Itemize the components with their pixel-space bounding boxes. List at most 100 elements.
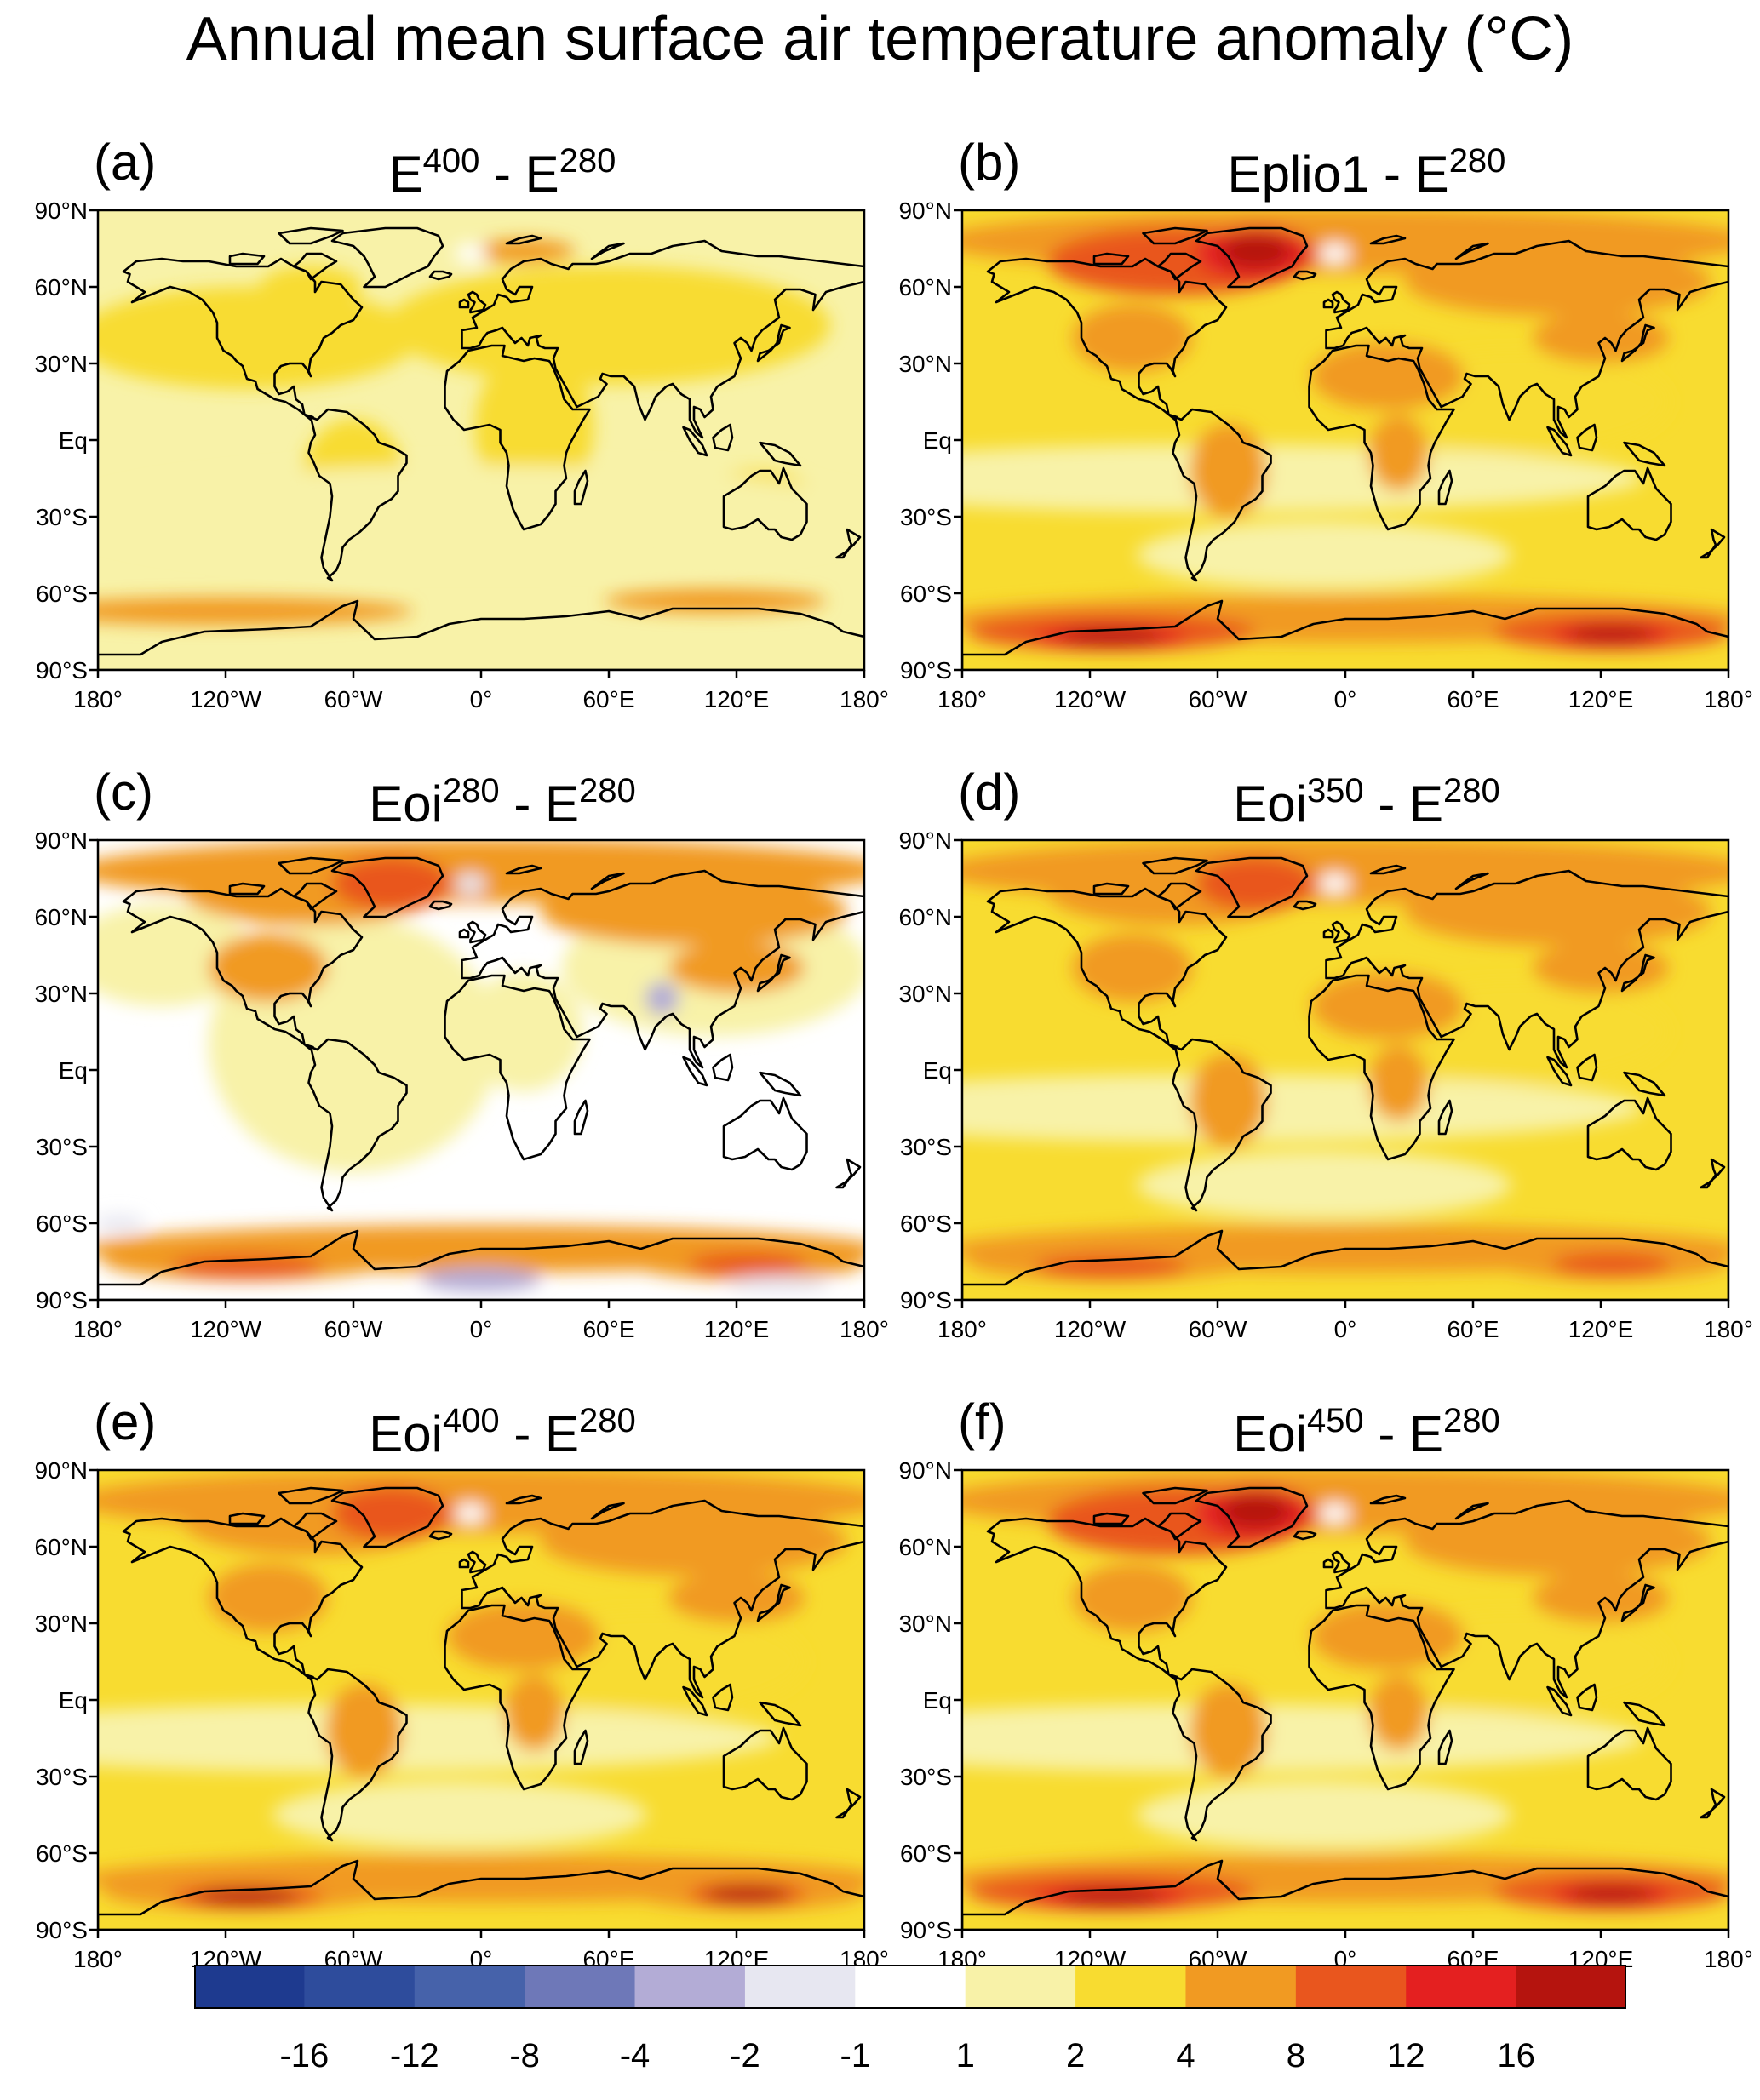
coastline-sumatra <box>1546 426 1573 457</box>
latitude-tick-label: Eq <box>59 1057 88 1084</box>
coastline-svalbard <box>1369 234 1407 245</box>
coastline-eurasia <box>1325 1499 1728 1699</box>
title-superscript: 350 <box>1306 772 1364 810</box>
longitude-tick-label: 120°E <box>1568 686 1634 712</box>
colorbar: -16 -12 -8 -4 -2 -1 1 2 4 8 12 16 <box>194 1965 1626 2074</box>
longitude-tick-label: 180° <box>840 686 889 712</box>
title-text: Eoi <box>369 1405 443 1462</box>
coastline-ellesmere-island <box>278 856 344 875</box>
colorbar-tick-label: -8 <box>509 2037 540 2074</box>
colorbar-tick-label: 2 <box>1066 2037 1085 2074</box>
coastlines <box>962 226 1728 670</box>
latitude-tick-label: Eq <box>59 427 88 454</box>
panel-title: Eoi350 - E280 <box>924 761 1760 836</box>
coastline-ellesmere-island <box>1142 856 1208 875</box>
title-superscript: 450 <box>1306 1402 1364 1439</box>
coastline-japan <box>756 1583 791 1622</box>
map-panel: (e) Eoi400 - E280 90°N 60°N 30°N Eq 30°S 60°S 90… <box>34 1393 903 1975</box>
latitude-tick-label: 90°N <box>34 197 88 224</box>
latitude-tick-label: 60°S <box>900 1840 952 1867</box>
coastline-new-guinea <box>759 441 802 467</box>
colorbar-tick-label: 1 <box>956 2037 975 2074</box>
coastline-south-america <box>307 408 408 582</box>
coastline-borneo <box>712 1683 734 1712</box>
latitude-tick-label: Eq <box>923 427 952 454</box>
panel-letter: (e) <box>94 1393 157 1451</box>
coastline-svalbard <box>1369 1494 1407 1505</box>
coastlines <box>962 856 1728 1300</box>
coastline-svalbard <box>505 864 542 875</box>
coastline-madagascar <box>573 1099 589 1136</box>
coastline-antarctica-coast <box>98 1859 864 1930</box>
coastline-great-britain <box>467 1550 487 1574</box>
longitude-tick-label: 180° <box>73 1946 123 1972</box>
coastline-new-zealand <box>835 528 862 559</box>
latitude-tick-label: 30°S <box>36 1134 88 1160</box>
coastline-africa <box>1308 1604 1455 1791</box>
latitude-tick-label: 60°N <box>34 904 88 930</box>
coastline-north-america <box>122 1517 364 1681</box>
longitude-tick-label: 120°W <box>1054 1316 1127 1342</box>
coastline-ireland <box>1322 928 1334 939</box>
longitude-tick-label: 0° <box>1334 1316 1357 1342</box>
title-superscript: 280 <box>442 772 500 810</box>
title-superscript: 280 <box>559 142 616 180</box>
coastline-madagascar <box>1437 469 1453 506</box>
latitude-tick-label: 90°N <box>34 827 88 854</box>
coastline-victoria-island <box>228 252 266 266</box>
coastline-sumatra <box>682 1056 708 1087</box>
coastline-south-america <box>1172 1668 1272 1842</box>
coastline-africa <box>444 344 591 531</box>
title-superscript: 400 <box>422 142 480 180</box>
title-text: - E <box>1363 775 1444 833</box>
title-text: - E <box>1363 1405 1444 1462</box>
longitude-tick-label: 180° <box>1704 1946 1753 1972</box>
longitude-tick-label: 180° <box>840 1316 889 1342</box>
coastline-eurasia <box>1325 239 1728 439</box>
title-superscript: 280 <box>1443 772 1500 810</box>
coastline-antarctica-coast <box>98 1229 864 1300</box>
latitude-tick-label: 60°S <box>900 1210 952 1237</box>
coastline-australia <box>722 1096 808 1171</box>
coastline-north-america <box>986 1517 1228 1681</box>
coastline-borneo <box>1576 1053 1598 1082</box>
coastline-madagascar <box>573 469 589 506</box>
longitude-tick-label: 60°W <box>1189 686 1247 712</box>
coastline-borneo <box>712 1053 734 1082</box>
coastline-eurasia <box>461 1499 864 1699</box>
coastline-victoria-island <box>228 1512 266 1525</box>
coastline-australia <box>1586 1726 1672 1801</box>
colorbar-tick-label: -16 <box>279 2037 329 2074</box>
coastline-madagascar <box>1437 1099 1453 1136</box>
title-text: E <box>388 146 423 203</box>
coastline-new-zealand <box>835 1158 862 1189</box>
coastline-svalbard <box>1369 864 1407 875</box>
latitude-tick-label: 60°S <box>36 581 88 607</box>
coastline-novaya-zemlya <box>1454 242 1489 260</box>
longitude-tick-label: 180° <box>937 1316 987 1342</box>
latitude-tick-label: 30°S <box>900 1764 952 1790</box>
coastline-ireland <box>458 928 470 939</box>
latitude-tick-label: 90°N <box>898 827 952 854</box>
coastline-baffin-island <box>1156 252 1202 281</box>
coastline-new-guinea <box>1623 1701 1666 1727</box>
latitude-tick-label: 90°N <box>34 1457 88 1484</box>
latitude-tick-label: 30°S <box>36 1764 88 1790</box>
coastline-africa <box>1308 974 1455 1161</box>
coastline-north-america <box>986 257 1228 421</box>
panel-letter: (b) <box>958 134 1021 191</box>
coastline-new-guinea <box>1623 441 1666 467</box>
coastline-south-america <box>307 1668 408 1842</box>
coastline-baffin-island <box>292 252 338 281</box>
colorbar-frame <box>194 1965 1626 2009</box>
coastline-japan <box>756 323 791 363</box>
coastline-great-britain <box>1331 290 1351 314</box>
map-panel: (a) E400 - E280 90°N 60°N 30°N Eq 30°S 60°S 90°S… <box>34 134 903 715</box>
coastlines <box>98 1486 864 1930</box>
latitude-tick-label: 60°N <box>34 1534 88 1560</box>
colorbar-tick-label: 4 <box>1176 2037 1195 2074</box>
coastline-new-guinea <box>759 1701 802 1727</box>
longitude-tick-label: 180° <box>937 686 987 712</box>
